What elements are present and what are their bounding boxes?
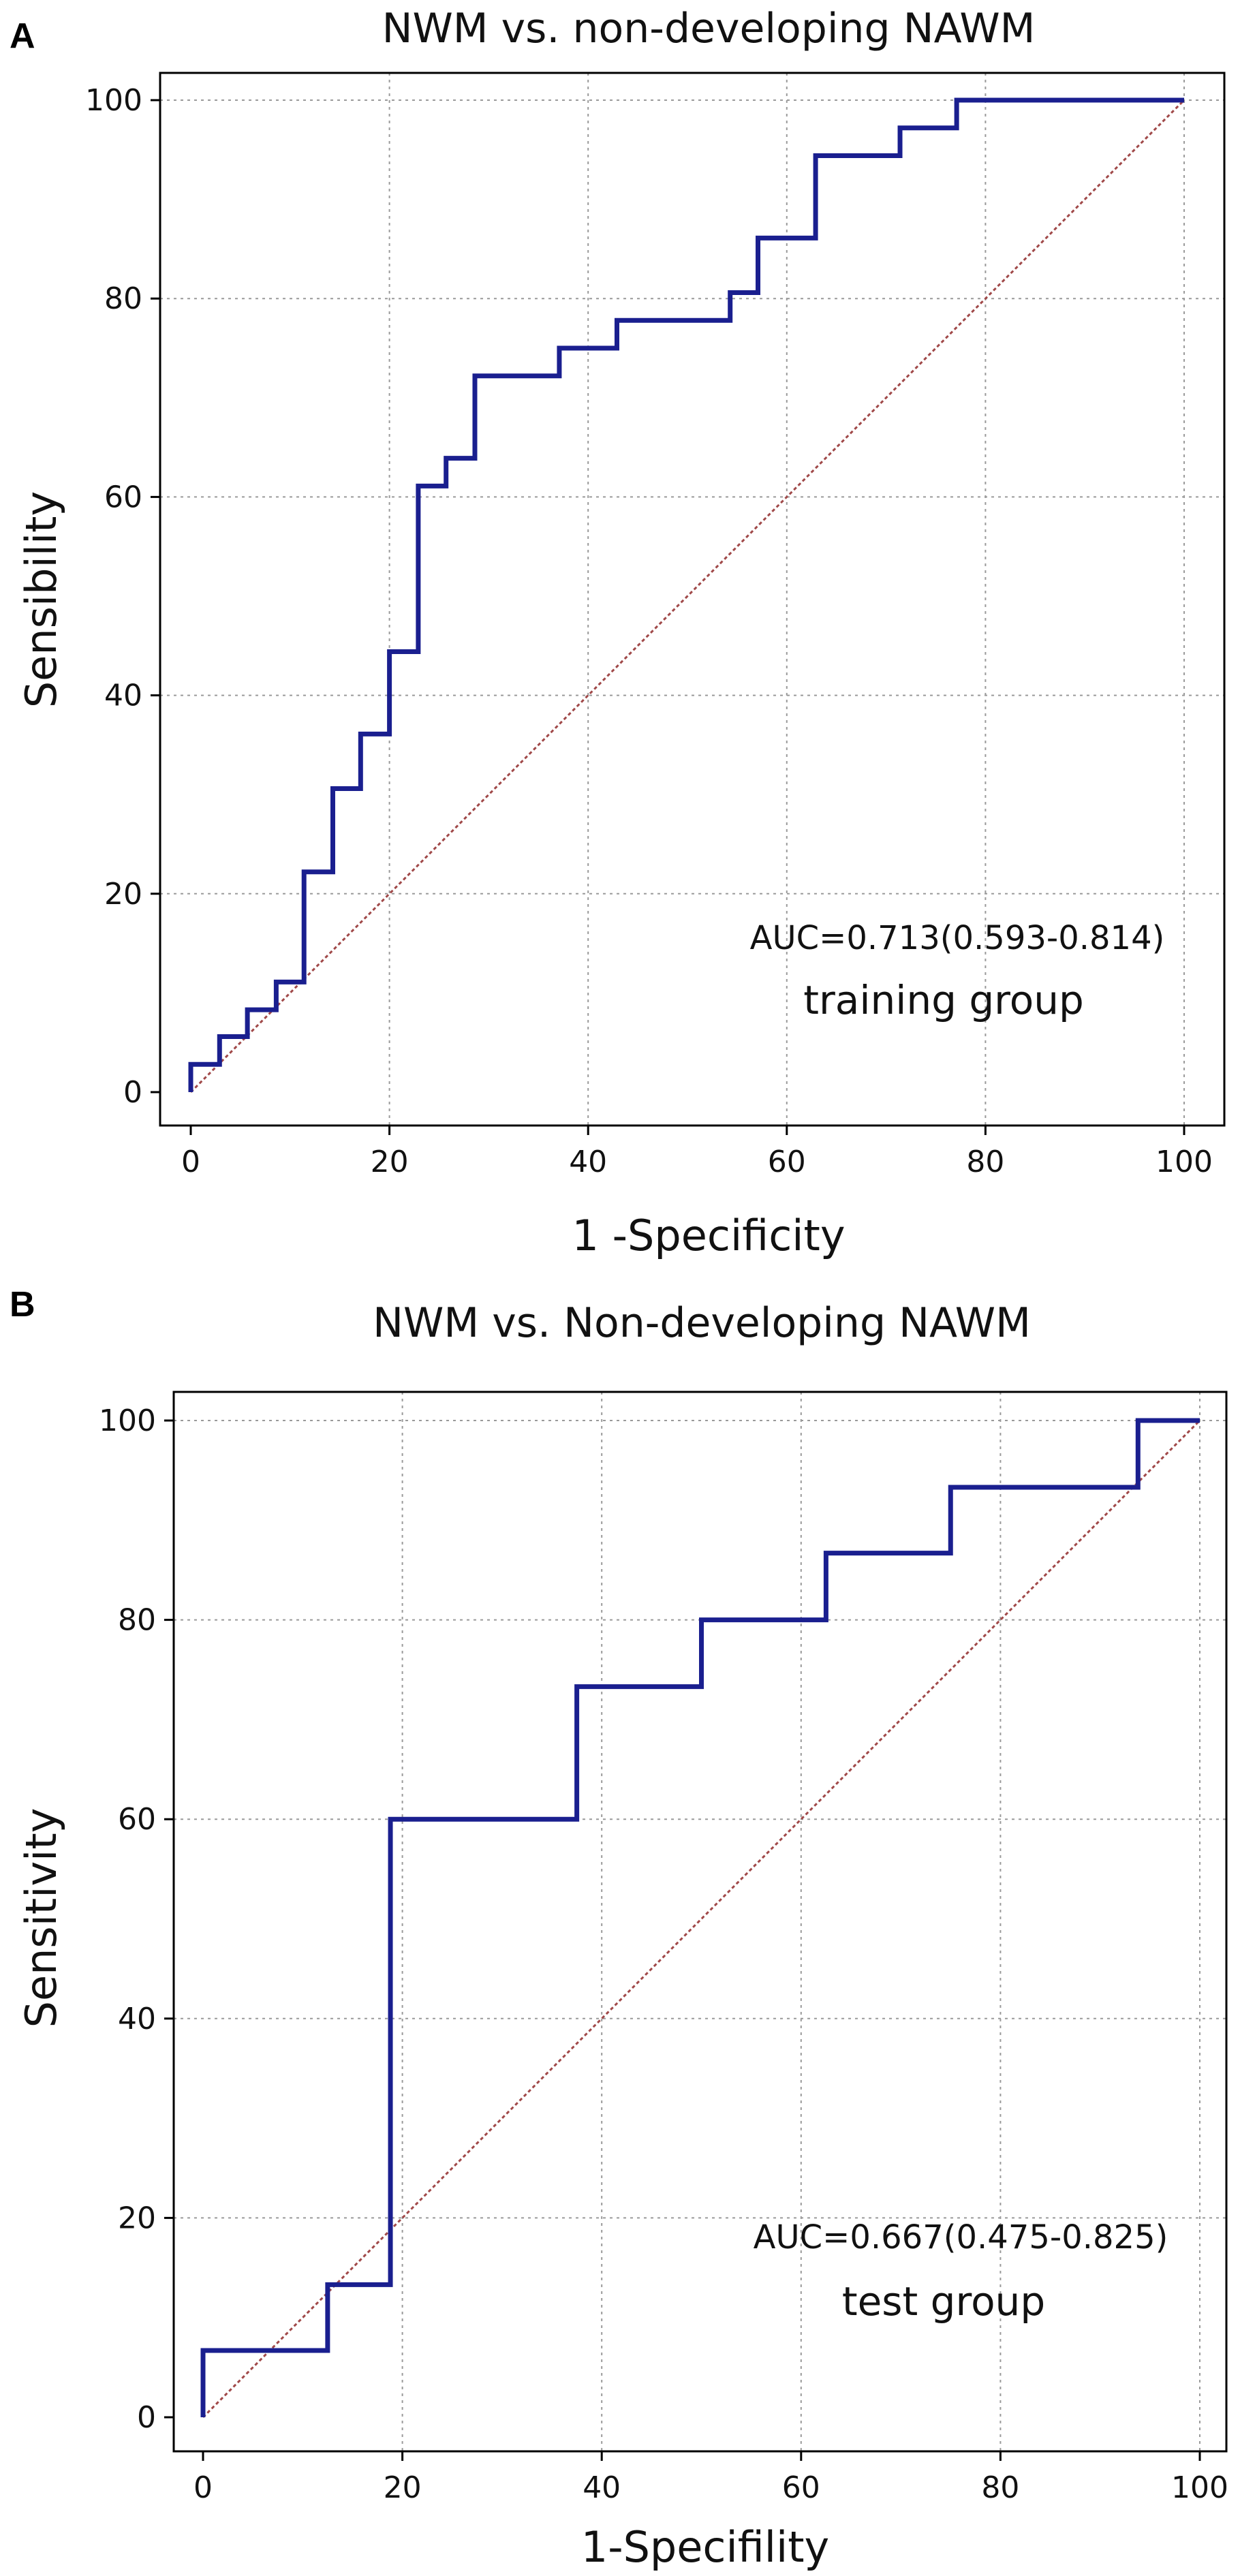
- x-tick-label: 100: [1171, 2470, 1228, 2505]
- x-axis-ticks: 0 20 40 60 80 100: [181, 1126, 1213, 1179]
- panel-label-a: A: [10, 16, 35, 56]
- auc-annotation: AUC=0.667(0.475-0.825): [754, 2218, 1168, 2256]
- x-tick-label: 0: [181, 1145, 200, 1179]
- x-tick-label: 60: [768, 1145, 806, 1179]
- x-tick-label: 20: [384, 2470, 422, 2505]
- y-tick-label: 60: [104, 480, 142, 514]
- x-tick-label: 80: [966, 1145, 1004, 1179]
- y-tick-label: 60: [118, 1802, 156, 1837]
- x-tick-label: 20: [371, 1145, 409, 1179]
- y-tick-label: 40: [104, 679, 142, 713]
- y-tick-label: 40: [118, 2002, 156, 2036]
- y-tick-label: 100: [85, 83, 142, 118]
- reference-diagonal: [202, 1419, 1201, 2419]
- roc-chart-training: A NWM vs. non-developing NAWM 0 20 40 60 80 1…: [10, 5, 1226, 1260]
- y-axis-label: Sensibility: [16, 491, 66, 708]
- panel-label-b: B: [10, 1285, 35, 1324]
- x-axis-label: 1-Specifility: [581, 2522, 830, 2572]
- y-tick-label: 20: [104, 877, 142, 912]
- grid: [160, 73, 1224, 1126]
- plot-frame: [172, 1391, 1228, 2453]
- roc-curve: [200, 1418, 1200, 2417]
- x-tick-label: 100: [1156, 1145, 1213, 1179]
- x-tick-label: 60: [782, 2470, 820, 2505]
- y-axis-ticks: 0 20 40 60 80 100: [99, 1403, 174, 2435]
- y-tick-label: 0: [137, 2400, 156, 2435]
- reference-diagonal: [189, 99, 1185, 1093]
- plot-frame: [159, 72, 1226, 1127]
- y-tick-label: 100: [99, 1403, 156, 1438]
- x-tick-label: 40: [583, 2470, 621, 2505]
- x-axis-ticks: 0 20 40 60 80 100: [193, 2451, 1228, 2505]
- chart-title: NWM vs. non-developing NAWM: [382, 5, 1036, 52]
- y-tick-label: 80: [118, 1603, 156, 1638]
- y-tick-label: 0: [123, 1075, 142, 1110]
- roc-chart-test: B NWM vs. Non-developing NAWM 0 20 40 60 80 1…: [10, 1285, 1228, 2572]
- group-annotation: training group: [803, 977, 1084, 1023]
- x-axis-label: 1 -Specificity: [572, 1211, 845, 1260]
- y-tick-label: 80: [104, 281, 142, 316]
- chart-title: NWM vs. Non-developing NAWM: [373, 1299, 1031, 1347]
- x-tick-label: 0: [193, 2470, 213, 2505]
- y-tick-label: 20: [118, 2201, 156, 2235]
- auc-annotation: AUC=0.713(0.593-0.814): [750, 919, 1165, 957]
- x-tick-label: 40: [569, 1145, 607, 1179]
- group-annotation: test group: [842, 2278, 1045, 2325]
- y-axis-ticks: 0 20 40 60 80 100: [85, 83, 160, 1110]
- roc-curve: [188, 97, 1184, 1092]
- y-axis-label: Sensitivity: [16, 1808, 66, 2028]
- x-tick-label: 80: [981, 2470, 1019, 2505]
